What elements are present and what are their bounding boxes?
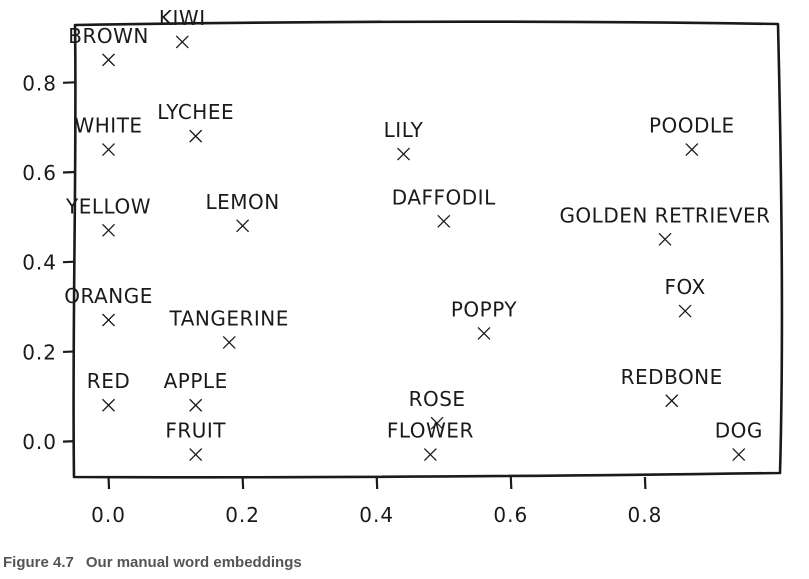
x-tick-label: 0.6 <box>493 503 528 527</box>
data-point-label: POODLE <box>649 114 735 138</box>
data-point-marker <box>102 223 115 237</box>
data-point-marker <box>175 35 189 49</box>
x-tick <box>241 476 245 490</box>
data-point-labels: BROWN KIWI WHITE LYCHEE LILY POODLE YELLOW LEMO… <box>64 6 770 443</box>
data-point-label: FOX <box>665 275 706 299</box>
data-point-label: LYCHEE <box>157 100 234 124</box>
y-tick <box>62 260 76 264</box>
data-point-marker <box>423 448 437 462</box>
data-point-label: GOLDEN RETRIEVER <box>559 203 770 227</box>
y-tick-label: 0.8 <box>22 71 57 95</box>
x-tick <box>509 476 513 490</box>
plot-frame <box>72 20 784 479</box>
data-point-label: KIWI <box>159 6 206 30</box>
data-point-label: FLOWER <box>387 419 474 443</box>
data-point-label: APPLE <box>164 369 228 393</box>
data-point-marker <box>685 143 699 157</box>
y-tick <box>62 440 76 443</box>
data-point-label: ROSE <box>409 387 466 411</box>
data-point-marker <box>397 147 410 161</box>
data-point-marker <box>189 398 203 412</box>
x-tick <box>375 476 379 490</box>
data-point-marker <box>189 129 203 143</box>
data-point-marker <box>102 313 115 327</box>
x-tick-label: 0.4 <box>359 503 394 527</box>
data-point-marker <box>236 219 250 233</box>
data-markers <box>102 35 746 462</box>
y-tick <box>62 81 76 84</box>
y-tick <box>62 350 76 354</box>
data-point-label: ORANGE <box>64 284 153 308</box>
data-point-label: WHITE <box>74 114 142 138</box>
data-point-marker <box>430 416 444 430</box>
x-tick-label: 0.0 <box>91 503 126 527</box>
data-point-marker <box>437 214 451 228</box>
data-point-label: RED <box>87 369 130 393</box>
x-tick <box>643 476 647 490</box>
data-point-marker <box>189 448 203 462</box>
data-point-label: BROWN <box>68 24 149 48</box>
data-point-marker <box>477 327 491 340</box>
figure-caption-text: Our manual word embeddings <box>85 554 302 571</box>
x-tick <box>107 476 111 490</box>
data-point-label: LEMON <box>205 190 279 214</box>
data-point-label: LILY <box>384 118 424 142</box>
data-point-label: TANGERINE <box>169 306 289 330</box>
data-point-label: FRUIT <box>165 419 226 443</box>
data-point-marker <box>665 394 679 408</box>
data-point-label: POPPY <box>451 297 517 321</box>
axis-ticks <box>62 81 647 490</box>
data-point-label: YELLOW <box>65 194 151 218</box>
axis-tick-labels: 0.0 0.2 0.4 0.6 0.8 0.0 0.2 0.4 0.6 0.8 <box>22 71 662 527</box>
data-point-marker <box>102 143 115 157</box>
y-tick-label: 0.6 <box>22 161 57 185</box>
x-tick-label: 0.8 <box>627 503 662 527</box>
y-tick-label: 0.4 <box>22 251 57 275</box>
data-point-label: DAFFODIL <box>392 185 496 209</box>
x-tick-label: 0.2 <box>225 503 260 527</box>
y-tick <box>62 170 76 174</box>
data-point-marker <box>732 448 746 462</box>
data-point-marker <box>102 53 115 67</box>
figure-caption: Figure 4.7 Our manual word embeddings <box>3 554 302 571</box>
data-point-label: DOG <box>715 419 763 443</box>
data-point-marker <box>222 335 236 349</box>
data-point-label: REDBONE <box>621 365 723 389</box>
data-point-marker <box>678 304 692 318</box>
y-tick-label: 0.2 <box>22 340 57 364</box>
y-tick-label: 0.0 <box>22 430 57 454</box>
data-point-marker <box>658 232 672 246</box>
data-point-marker <box>102 398 115 412</box>
figure-number: Figure 4.7 <box>3 554 74 571</box>
